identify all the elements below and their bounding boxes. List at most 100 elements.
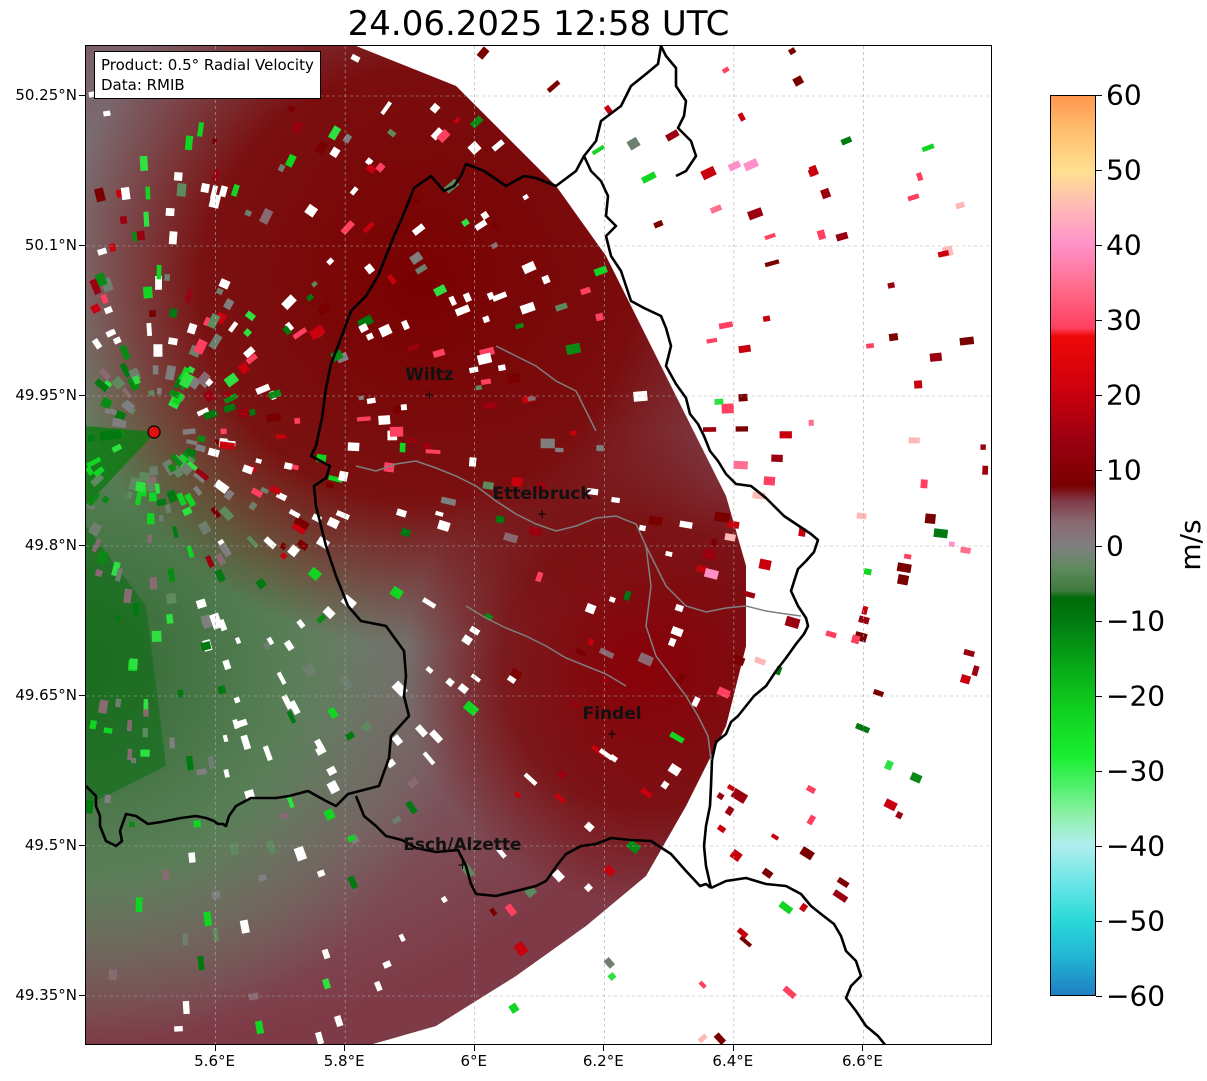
- radar-gate: [982, 465, 989, 475]
- radar-gate: [87, 492, 101, 507]
- radar-gate: [763, 476, 776, 486]
- colorbar-tick-label: −40: [1106, 829, 1166, 863]
- radar-gate: [186, 545, 195, 559]
- colorbar-tick-label: 30: [1106, 303, 1142, 337]
- radar-gate: [108, 242, 117, 252]
- radar-gate: [406, 776, 420, 789]
- radar-gate: [718, 321, 734, 330]
- radar-gate: [614, 945, 630, 960]
- radar-gate: [858, 615, 870, 625]
- radar-gate: [218, 278, 231, 290]
- radar-gate: [242, 346, 256, 359]
- radar-gate: [279, 552, 288, 560]
- radar-gate: [799, 902, 809, 913]
- radar-gate: [119, 215, 128, 225]
- radar-gate: [365, 332, 375, 341]
- radar-map-panel[interactable]: Wiltz + Ettelbruck + Findel + Esch/Alzette +: [85, 45, 992, 1045]
- lat-tick: [79, 995, 85, 996]
- radar-gate: [102, 110, 111, 117]
- radar-gate: [541, 274, 551, 285]
- radar-gate: [915, 172, 924, 182]
- city-label: Findel: [583, 704, 642, 724]
- radar-gate: [327, 125, 342, 141]
- colorbar-tick-label: −30: [1106, 754, 1166, 788]
- radar-gate: [554, 792, 566, 804]
- colorbar-tick-label: 10: [1106, 453, 1142, 487]
- radar-gate: [735, 426, 749, 432]
- country-borders: [86, 46, 887, 1044]
- radar-gate: [850, 634, 861, 645]
- radar-gate: [682, 955, 698, 970]
- radar-gate: [909, 771, 923, 784]
- radar-gate: [764, 259, 780, 268]
- lat-tick: [79, 695, 85, 696]
- radar-gate: [155, 275, 162, 290]
- radar-gate: [90, 303, 102, 315]
- radar-gate: [364, 157, 374, 166]
- radar-gate: [625, 839, 642, 855]
- radar-gate: [511, 476, 523, 487]
- radar-gate: [277, 163, 286, 173]
- radar-gate: [186, 455, 196, 465]
- radar-gate: [152, 365, 159, 375]
- radar-gate: [140, 749, 150, 757]
- radar-gate: [129, 658, 138, 670]
- radar-gate: [380, 100, 393, 116]
- radar-gate: [808, 419, 814, 426]
- radar-gate: [579, 286, 592, 296]
- radar-gate: [138, 472, 150, 483]
- radar-gate: [465, 1037, 475, 1044]
- lon-tick: [473, 1045, 475, 1051]
- radar-gate: [665, 550, 673, 557]
- radar-gate: [119, 362, 132, 378]
- lon-tick-label: 6°E: [460, 1052, 487, 1070]
- lat-tick: [79, 395, 85, 396]
- radar-gate: [314, 140, 328, 155]
- radar-gate: [266, 636, 275, 646]
- lat-tick-label: 49.35°N: [15, 986, 77, 1004]
- radar-gate: [262, 745, 273, 762]
- radar-gate: [244, 209, 253, 217]
- radar-gate: [365, 163, 377, 174]
- radar-gate: [135, 481, 147, 493]
- radar-gate: [571, 700, 581, 709]
- radar-gate: [233, 696, 241, 704]
- radar-gate: [168, 308, 178, 318]
- radar-gate: [595, 312, 605, 322]
- radar-gate: [856, 512, 867, 520]
- radar-gate: [391, 815, 402, 825]
- radar-gate: [522, 193, 530, 201]
- radar-gate: [223, 489, 235, 501]
- radar-gate: [713, 1032, 727, 1044]
- radar-gate: [670, 625, 684, 638]
- radar-gate: [429, 729, 444, 744]
- radar-gate: [700, 165, 717, 181]
- radar-gate: [709, 204, 723, 214]
- radar-gate: [121, 399, 136, 413]
- radar-gate: [524, 885, 538, 899]
- radar-gate: [204, 555, 215, 568]
- radar-gate: [743, 158, 760, 172]
- radar-site-marker[interactable]: [147, 425, 161, 439]
- radar-gate: [726, 520, 740, 529]
- radar-gate: [182, 1000, 190, 1015]
- radar-gate: [806, 814, 817, 826]
- radar-gate: [239, 919, 250, 934]
- radar-gate: [305, 293, 315, 302]
- city-label: Ettelbruck: [492, 484, 592, 504]
- radar-gate: [260, 486, 270, 495]
- radar-gate: [476, 46, 490, 60]
- radar-gate: [596, 445, 604, 452]
- radar-gate: [185, 439, 198, 446]
- radar-gate: [724, 805, 735, 817]
- radar-gate: [346, 834, 356, 843]
- radar-gate: [480, 378, 492, 385]
- radar-gate: [607, 971, 617, 981]
- radar-gate: [333, 1015, 344, 1028]
- radar-gate: [770, 833, 780, 841]
- radar-gate: [679, 520, 693, 529]
- radar-gate: [293, 516, 310, 531]
- radar-gate: [495, 515, 505, 524]
- radar-gate: [509, 667, 523, 681]
- radar-gate: [519, 301, 536, 315]
